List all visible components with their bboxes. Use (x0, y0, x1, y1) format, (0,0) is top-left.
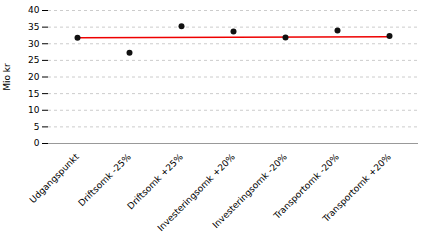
svg-text:Transportomk -20%: Transportomk -20% (271, 151, 341, 221)
svg-text:40: 40 (28, 5, 40, 15)
svg-text:0: 0 (34, 138, 40, 148)
svg-text:Mio kr: Mio kr (2, 63, 12, 91)
svg-text:15: 15 (28, 89, 39, 99)
svg-text:Transportomk +20%: Transportomk +20% (320, 151, 393, 224)
svg-text:Driftsomk +25%: Driftsomk +25% (125, 151, 185, 211)
svg-text:5: 5 (34, 122, 40, 132)
svg-text:Investeringsomk +20%: Investeringsomk +20% (155, 151, 237, 234)
svg-text:35: 35 (28, 22, 39, 32)
svg-text:Investeringsomk -20%: Investeringsomk -20% (210, 151, 289, 231)
svg-text:Driftsomk -25%: Driftsomk -25% (76, 151, 133, 208)
svg-text:20: 20 (28, 72, 40, 82)
svg-text:Udgangspunkt: Udgangspunkt (28, 151, 82, 205)
svg-text:25: 25 (28, 55, 39, 65)
svg-text:10: 10 (28, 105, 40, 115)
svg-text:30: 30 (28, 39, 40, 49)
